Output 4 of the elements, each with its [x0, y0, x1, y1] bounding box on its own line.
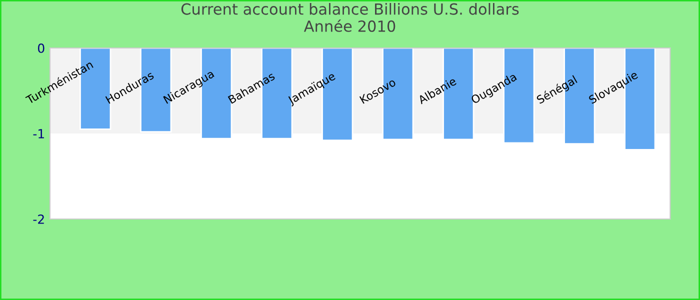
- chart-title: Current account balance Billions U.S. dollars Année 2010: [181, 3, 519, 32]
- y-tick-label: 0: [38, 43, 44, 53]
- y-tick-label: -1: [33, 129, 44, 138]
- y-tick-label: -2: [33, 214, 44, 224]
